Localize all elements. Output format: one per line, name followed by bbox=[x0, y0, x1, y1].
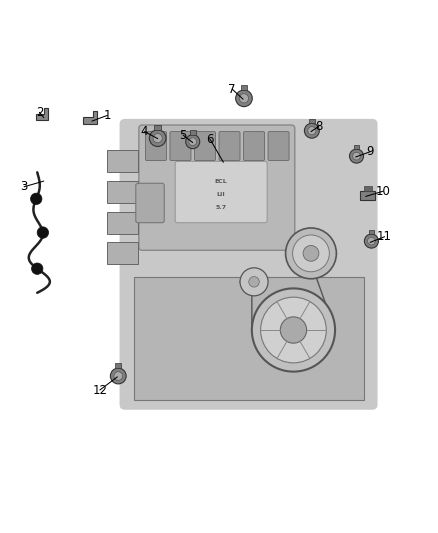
Bar bbox=[134, 278, 364, 400]
Bar bbox=[360, 191, 375, 200]
Bar bbox=[354, 145, 359, 149]
Circle shape bbox=[293, 235, 329, 272]
Circle shape bbox=[308, 127, 316, 135]
Text: 12: 12 bbox=[92, 384, 107, 397]
Circle shape bbox=[153, 134, 162, 143]
Text: 2: 2 bbox=[35, 106, 43, 119]
Bar bbox=[107, 243, 138, 264]
FancyBboxPatch shape bbox=[219, 132, 240, 160]
Text: 8: 8 bbox=[315, 120, 322, 133]
Text: 11: 11 bbox=[377, 230, 392, 243]
Bar bbox=[107, 150, 138, 172]
Bar bbox=[115, 364, 121, 368]
Text: 10: 10 bbox=[376, 184, 391, 198]
FancyBboxPatch shape bbox=[145, 132, 166, 160]
Text: LII: LII bbox=[217, 192, 226, 197]
FancyBboxPatch shape bbox=[268, 132, 289, 160]
FancyBboxPatch shape bbox=[120, 119, 378, 410]
Circle shape bbox=[261, 297, 326, 363]
Circle shape bbox=[236, 90, 252, 107]
Text: 5.7: 5.7 bbox=[215, 205, 227, 210]
Circle shape bbox=[249, 277, 259, 287]
Circle shape bbox=[31, 193, 42, 205]
Text: 4: 4 bbox=[141, 125, 148, 138]
FancyBboxPatch shape bbox=[136, 183, 164, 223]
FancyBboxPatch shape bbox=[170, 132, 191, 160]
Circle shape bbox=[367, 237, 375, 245]
Circle shape bbox=[189, 138, 197, 146]
Text: 5: 5 bbox=[180, 128, 187, 142]
Polygon shape bbox=[36, 108, 48, 119]
Circle shape bbox=[304, 123, 319, 138]
Circle shape bbox=[303, 246, 319, 261]
Bar bbox=[240, 85, 247, 90]
Text: 6: 6 bbox=[206, 133, 214, 146]
Circle shape bbox=[252, 288, 335, 372]
Circle shape bbox=[114, 372, 123, 381]
Circle shape bbox=[350, 149, 364, 163]
Circle shape bbox=[353, 152, 360, 160]
Circle shape bbox=[32, 263, 43, 274]
Bar bbox=[154, 125, 161, 130]
Bar bbox=[369, 230, 374, 234]
Polygon shape bbox=[83, 111, 97, 124]
Circle shape bbox=[186, 135, 200, 149]
FancyBboxPatch shape bbox=[139, 125, 295, 251]
FancyBboxPatch shape bbox=[194, 132, 215, 160]
Text: 1: 1 bbox=[103, 109, 111, 122]
Circle shape bbox=[240, 94, 248, 103]
Circle shape bbox=[240, 268, 268, 296]
Circle shape bbox=[149, 130, 166, 147]
Bar bbox=[309, 119, 315, 123]
Circle shape bbox=[110, 368, 126, 384]
Bar bbox=[107, 181, 138, 203]
Bar bbox=[190, 131, 195, 135]
Text: ECL: ECL bbox=[215, 179, 228, 183]
Circle shape bbox=[37, 227, 49, 238]
Bar bbox=[364, 186, 371, 191]
FancyBboxPatch shape bbox=[175, 161, 267, 223]
FancyBboxPatch shape bbox=[244, 132, 265, 160]
Circle shape bbox=[364, 234, 378, 248]
Text: 7: 7 bbox=[228, 83, 236, 95]
Circle shape bbox=[286, 228, 336, 279]
Circle shape bbox=[280, 317, 307, 343]
Text: 3: 3 bbox=[21, 180, 28, 193]
Text: 9: 9 bbox=[366, 146, 374, 158]
Bar bbox=[107, 212, 138, 233]
